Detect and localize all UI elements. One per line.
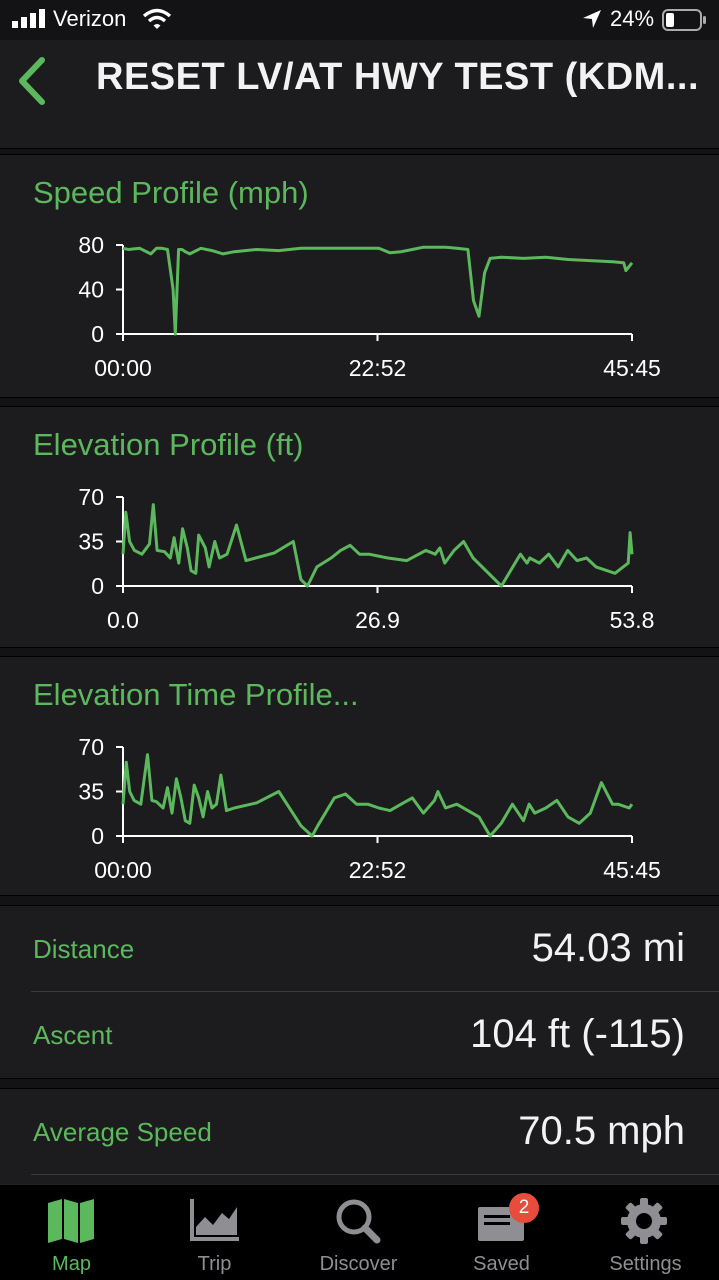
tab-label: Discover <box>319 1253 398 1275</box>
x-tick-label: 22:52 <box>349 355 407 381</box>
search-icon <box>336 1199 381 1244</box>
page-title: RESET LV/AT HWY TEST (KDM... <box>96 56 699 98</box>
chart-title: Speed Profile (mph) <box>33 175 309 210</box>
battery-icon <box>662 9 706 31</box>
x-tick-label: 0.0 <box>107 607 139 633</box>
speed-profile-chart: 80 40 0 00:00 22:52 45:45 <box>78 232 661 381</box>
y-tick-label: 0 <box>91 321 104 347</box>
location-arrow-icon <box>583 10 601 28</box>
tab-map[interactable]: Map <box>0 1185 143 1280</box>
signal-icon <box>12 9 45 28</box>
wifi-icon <box>142 8 172 29</box>
stat-row-ascent: Ascent 104 ft (-115) <box>0 992 719 1078</box>
stats-group-1: Distance 54.03 mi Ascent 104 ft (-115) <box>0 905 719 1079</box>
chart-title: Elevation Time Profile... <box>33 677 359 712</box>
back-chevron-icon[interactable] <box>14 56 50 106</box>
speed-profile-card[interactable]: Speed Profile (mph) 80 40 0 00:00 22:52 45:45 <box>0 154 719 398</box>
series-line <box>121 503 634 588</box>
chart-title: Elevation Profile (ft) <box>33 427 304 462</box>
x-tick-label: 45:45 <box>603 857 661 883</box>
y-tick-label: 0 <box>91 573 104 599</box>
y-tick-label: 0 <box>91 823 104 849</box>
series-line <box>121 753 634 838</box>
y-tick-label: 80 <box>78 232 104 258</box>
tab-trip[interactable]: Trip <box>143 1185 286 1280</box>
stat-row-average-speed: Average Speed 70.5 mph <box>0 1089 719 1175</box>
stat-label: Distance <box>33 934 135 964</box>
header-spacer <box>0 124 719 149</box>
series-line <box>122 245 634 336</box>
elevation-time-profile-chart: 70 35 0 00:00 22:52 45:45 <box>78 734 661 883</box>
divider <box>31 991 719 992</box>
y-tick-label: 40 <box>78 277 104 303</box>
carrier-label: Verizon <box>53 6 127 31</box>
map-icon <box>48 1199 94 1243</box>
elevation-profile-card[interactable]: Elevation Profile (ft) 70 35 0 0.0 26.9 53.8 <box>0 406 719 648</box>
x-tick-label: 53.8 <box>610 607 655 633</box>
x-tick-label: 22:52 <box>349 857 407 883</box>
tab-label: Map <box>52 1253 91 1275</box>
stat-value: 70.5 mph <box>518 1109 685 1153</box>
stat-label: Ascent <box>33 1020 113 1050</box>
y-tick-label: 70 <box>78 734 104 760</box>
tab-label: Saved <box>473 1253 530 1275</box>
x-tick-label: 00:00 <box>94 355 152 381</box>
y-tick-label: 35 <box>78 529 104 555</box>
tab-bar: Map Trip Discover 2 Saved <box>0 1184 719 1280</box>
tab-saved[interactable]: 2 Saved <box>430 1185 573 1280</box>
stat-label: Average Speed <box>33 1117 212 1147</box>
x-tick-label: 45:45 <box>603 355 661 381</box>
tab-label: Settings <box>609 1253 682 1275</box>
stat-row-distance: Distance 54.03 mi <box>0 906 719 992</box>
y-tick-label: 35 <box>78 779 104 805</box>
saved-badge: 2 <box>509 1193 539 1223</box>
stats-group-2: Average Speed 70.5 mph <box>0 1088 719 1185</box>
elevation-profile-chart: 70 35 00.0 26.9 53.8 <box>78 484 655 633</box>
tab-settings[interactable]: Settings <box>574 1185 717 1280</box>
x-tick-label: 26.9 <box>355 607 400 633</box>
x-tick-label: 00:00 <box>94 857 152 883</box>
chart-icon <box>190 1199 239 1241</box>
tab-label: Trip <box>197 1253 232 1275</box>
y-tick-label: 70 <box>78 484 104 510</box>
nav-bar: RESET LV/AT HWY TEST (KDM... <box>0 40 719 125</box>
stat-value: 104 ft (-115) <box>470 1012 685 1056</box>
status-bar: Verizon 24% <box>0 0 719 40</box>
tab-discover[interactable]: Discover <box>287 1185 430 1280</box>
gear-icon <box>621 1198 667 1244</box>
battery-percent: 24% <box>610 6 655 31</box>
stat-value: 54.03 mi <box>531 926 685 970</box>
elevation-time-profile-card[interactable]: Elevation Time Profile... 70 35 0 00:00 22:5… <box>0 656 719 896</box>
divider <box>31 1174 719 1175</box>
